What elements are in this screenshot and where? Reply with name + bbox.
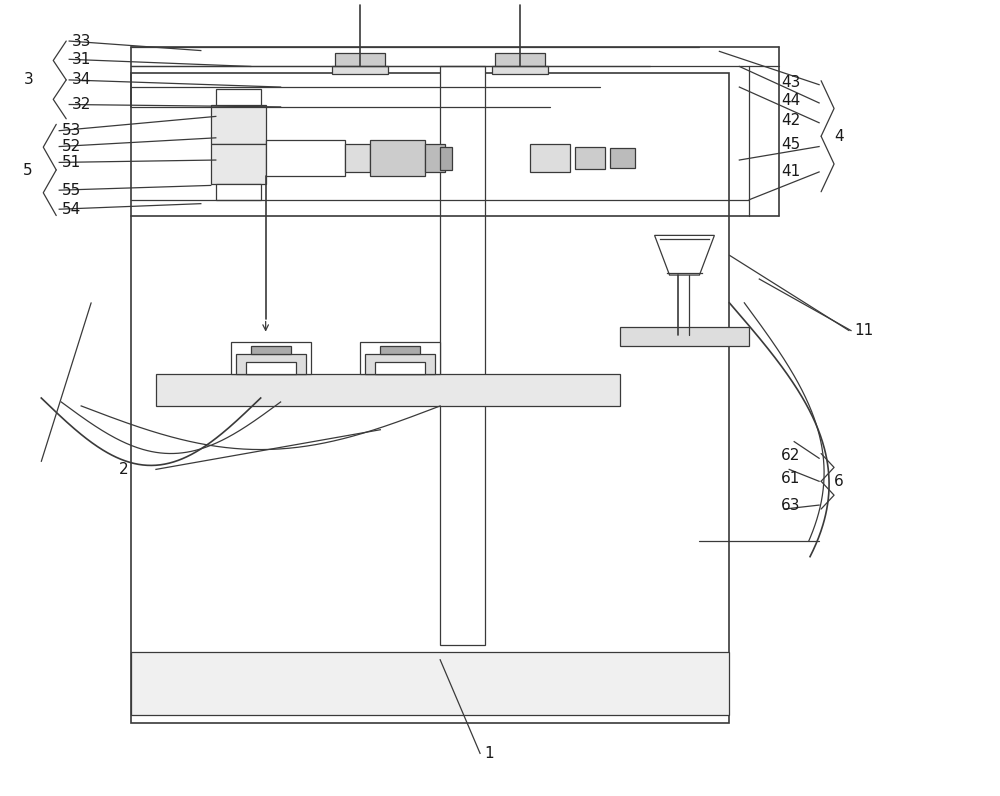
Bar [370,140,425,176]
Text: 44: 44 [781,93,800,108]
Text: 31: 31 [72,52,92,67]
Bar [610,148,635,168]
Bar [216,184,261,200]
Bar [365,354,435,374]
Bar [495,53,545,68]
Text: 41: 41 [781,165,800,179]
Text: 33: 33 [72,33,92,49]
Bar [216,88,261,104]
Bar [345,144,370,172]
Text: 4: 4 [834,129,844,144]
Bar [440,146,452,170]
Bar [620,326,749,346]
Bar [492,66,548,74]
Text: 5: 5 [23,163,33,178]
Text: 11: 11 [854,323,873,338]
Bar [246,362,296,374]
Bar [360,342,440,374]
Text: 55: 55 [62,182,81,197]
Text: 63: 63 [781,498,801,513]
Bar [335,53,385,68]
Bar [530,144,570,172]
Bar [231,342,311,374]
Text: 53: 53 [62,123,82,139]
Text: 6: 6 [834,474,844,489]
Text: 51: 51 [62,155,81,170]
Bar [211,104,266,144]
Text: 61: 61 [781,471,801,486]
Text: 2: 2 [119,462,129,477]
Text: 34: 34 [72,72,92,88]
Text: 43: 43 [781,75,801,90]
Bar [251,346,291,354]
Bar [131,72,729,724]
Bar [440,66,485,646]
Bar [211,144,266,184]
Bar [380,346,420,354]
Text: 3: 3 [23,72,33,88]
Text: 1: 1 [484,746,494,761]
Polygon shape [655,236,714,275]
Text: 42: 42 [781,113,800,128]
Bar [156,374,620,406]
Bar [131,652,729,716]
Text: 54: 54 [62,201,81,217]
Bar [332,66,388,74]
Text: 62: 62 [781,448,801,463]
Text: 32: 32 [72,97,92,112]
Bar [575,146,605,169]
Text: 45: 45 [781,137,800,152]
Bar [266,140,345,176]
Bar [425,144,445,172]
Text: 52: 52 [62,139,81,154]
Bar [236,354,306,374]
Bar [375,362,425,374]
